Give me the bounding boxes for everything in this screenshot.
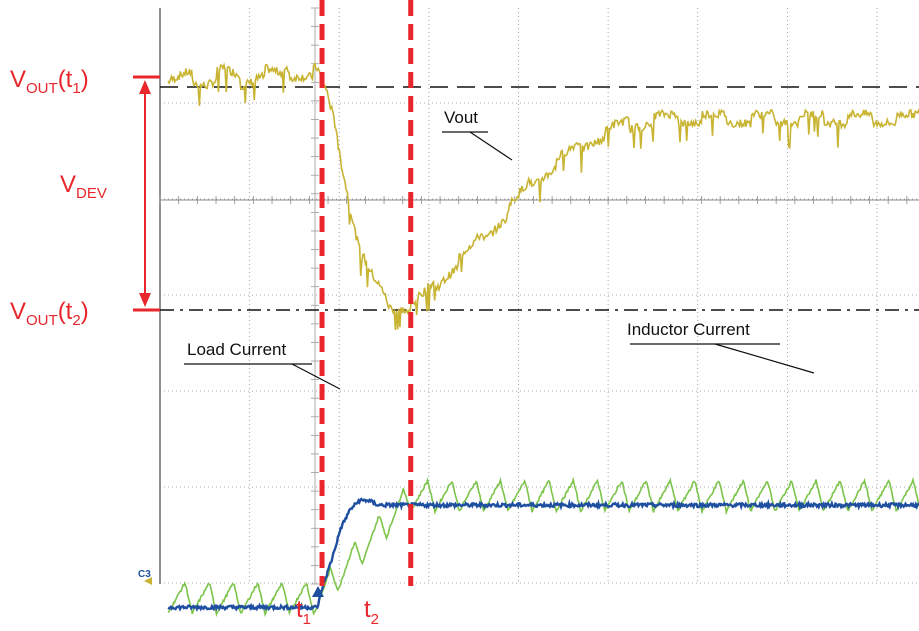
inductor-current-label: Inductor Current	[627, 320, 750, 339]
vout-t2-label: VOUT(t2)	[10, 298, 89, 329]
plot-grid	[159, 7, 919, 585]
load-current-label: Load Current	[187, 340, 287, 359]
inductor-current-trace	[167, 476, 919, 618]
vout-t1-label: VOUT(t1)	[10, 66, 89, 97]
channel-marker: C3	[138, 569, 151, 580]
t2-label: t2	[364, 596, 379, 628]
t1-label: t1	[296, 596, 311, 628]
reference-lines	[160, 86, 919, 311]
channel-arrow-icon	[144, 577, 152, 585]
vdev-arrow	[133, 75, 160, 312]
vout-trace	[167, 61, 919, 330]
vout-callout-label: Vout	[444, 108, 478, 127]
load-current-callout: Load Current	[184, 340, 341, 390]
trigger-marker-icon	[312, 586, 324, 597]
traces	[167, 61, 919, 618]
vout-callout: Vout	[442, 108, 513, 161]
inductor-current-callout: Inductor Current	[627, 320, 815, 374]
vdev-label: VDEV	[60, 171, 107, 202]
load-current-trace	[167, 497, 919, 612]
time-markers	[319, 0, 414, 586]
